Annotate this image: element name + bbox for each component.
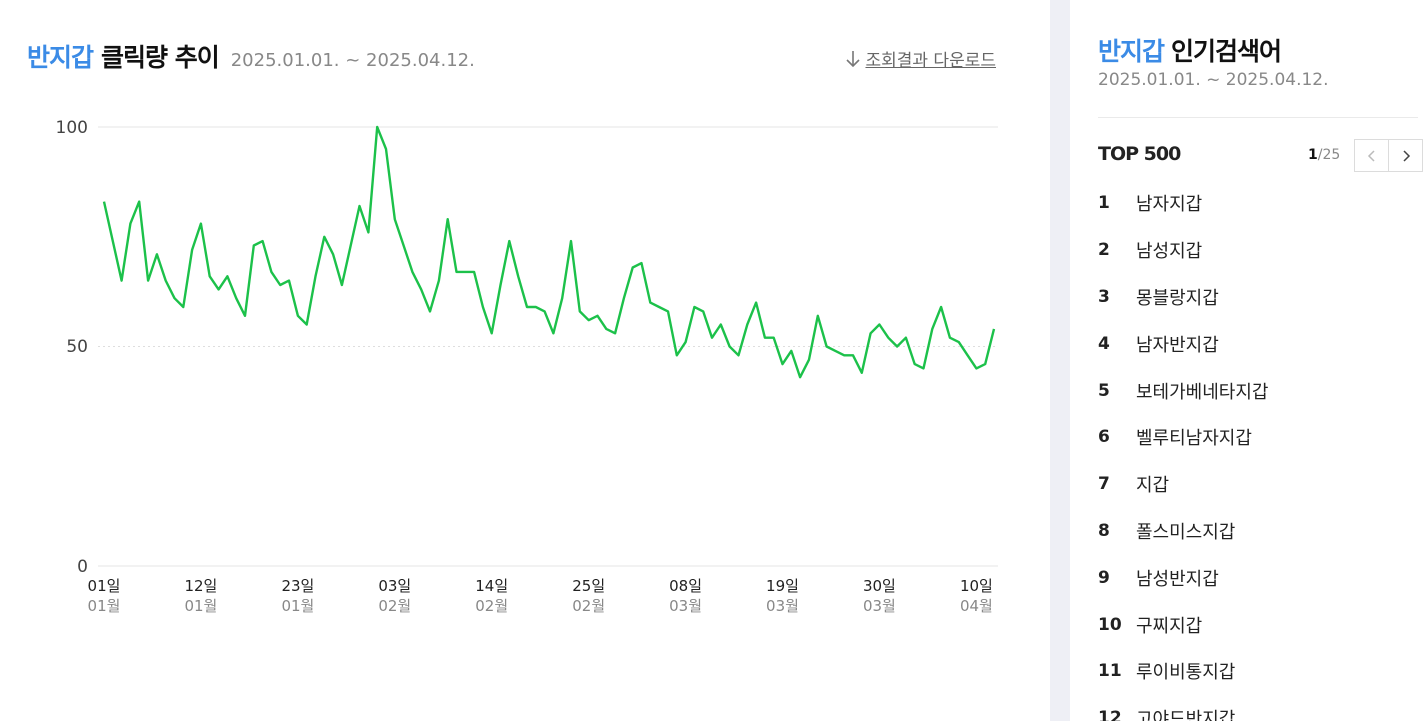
chart-title: 클릭량 추이 (101, 43, 220, 72)
ranking-item[interactable]: 4 남자반지갑 (1098, 320, 1268, 367)
y-tick-label: 50 (66, 337, 88, 357)
series-line (102, 125, 996, 379)
x-tick-month-label: 04월 (960, 597, 993, 615)
x-tick-day-label: 19일 (766, 577, 799, 595)
ranking-keyword: 반지갑 (1098, 37, 1165, 66)
rank-number: 6 (1098, 427, 1110, 448)
chart-keyword: 반지갑 (27, 43, 94, 72)
x-tick-day-label: 08일 (669, 577, 702, 595)
rank-number: 9 (1098, 567, 1110, 588)
x-tick-month-label: 03월 (669, 597, 702, 615)
x-tick-day-label: 10일 (960, 577, 993, 595)
rank-keyword[interactable]: 남성지갑 (1136, 241, 1203, 263)
ranking-item[interactable]: 10 구찌지갑 (1098, 601, 1268, 648)
ranking-item[interactable]: 7 지갑 (1098, 461, 1268, 508)
download-icon (846, 50, 861, 67)
rank-keyword[interactable]: 벨루티남자지갑 (1136, 428, 1252, 450)
chart-header: 반지갑 클릭량 추이 2025.01.01. ~ 2025.04.12. (27, 38, 475, 78)
ranking-item[interactable]: 5 보테가베네타지갑 (1098, 367, 1268, 414)
download-label: 조회결과 다운로드 (865, 51, 996, 71)
x-tick-day-label: 23일 (281, 577, 314, 595)
ranking-date-range: 2025.01.01. ~ 2025.04.12. (1098, 70, 1329, 90)
rank-number: 11 (1098, 661, 1122, 682)
prev-page-button[interactable] (1354, 139, 1389, 172)
click-trend-panel: 반지갑 클릭량 추이 2025.01.01. ~ 2025.04.12. 조회결… (27, 38, 998, 615)
rank-keyword[interactable]: 폴스미스지갑 (1136, 521, 1236, 543)
x-tick-month-label: 02월 (475, 597, 508, 615)
rank-number: 1 (1098, 193, 1110, 214)
line-chart: 100 50 0 01일 01월 12일 01월 23일 01월 03일 02월 14일 02월 2… (56, 118, 998, 615)
chevron-left-icon (1367, 149, 1375, 162)
panel-separator (1050, 0, 1070, 721)
ranking-header: 반지갑 인기검색어 (1098, 32, 1282, 68)
next-page-button[interactable] (1388, 139, 1423, 172)
x-tick-month-label: 01월 (184, 597, 217, 615)
page-total: /25 (1317, 147, 1341, 163)
x-tick-month-label: 02월 (572, 597, 605, 615)
rank-keyword[interactable]: 남자지갑 (1136, 194, 1203, 216)
rank-number: 5 (1098, 380, 1110, 401)
rank-keyword[interactable]: 보테가베네타지갑 (1136, 381, 1269, 403)
chevron-right-icon (1402, 149, 1410, 162)
rank-keyword[interactable]: 지갑 (1136, 475, 1170, 497)
rank-keyword[interactable]: 고야드반지갑 (1136, 709, 1236, 721)
x-tick-month-label: 01월 (281, 597, 314, 615)
x-tick-day-label: 25일 (572, 577, 605, 595)
ranking-item[interactable]: 3 몽블랑지갑 (1098, 274, 1268, 321)
rank-number: 7 (1098, 474, 1110, 495)
ranking-divider (1098, 117, 1418, 118)
chart-date-range: 2025.01.01. ~ 2025.04.12. (230, 50, 475, 71)
download-link[interactable]: 조회결과 다운로드 (845, 46, 996, 71)
page-indicator: 1/25 (1308, 147, 1340, 163)
x-tick-day-label: 12일 (184, 577, 217, 595)
rank-keyword[interactable]: 구찌지갑 (1136, 615, 1203, 637)
rank-keyword[interactable]: 남자반지갑 (1136, 334, 1219, 356)
ranking-title: 인기검색어 (1171, 37, 1282, 66)
ranking-item[interactable]: 11 루이비통지갑 (1098, 648, 1268, 695)
x-tick-day-label: 03일 (378, 577, 411, 595)
rank-number: 10 (1098, 614, 1122, 635)
rank-number: 2 (1098, 240, 1110, 261)
popular-keywords-panel: 반지갑 인기검색어 2025.01.01. ~ 2025.04.12. TOP … (1070, 0, 1428, 721)
rank-keyword[interactable]: 몽블랑지갑 (1136, 287, 1219, 309)
x-axis-ticks: 01일 01월 12일 01월 23일 01월 03일 02월 14일 02월 25일 02월 08일 0… (88, 577, 993, 615)
x-tick-day-label: 01일 (88, 577, 121, 595)
rank-number: 8 (1098, 520, 1110, 541)
rank-keyword[interactable]: 남성반지갑 (1136, 568, 1219, 590)
x-tick-day-label: 14일 (475, 577, 508, 595)
x-tick-month-label: 03월 (863, 597, 896, 615)
rank-number: 4 (1098, 333, 1110, 354)
y-tick-label: 0 (77, 557, 88, 577)
ranking-item[interactable]: 6 벨루티남자지갑 (1098, 414, 1268, 461)
top-label: TOP 500 (1098, 143, 1181, 165)
page-current: 1 (1308, 147, 1318, 163)
ranking-item[interactable]: 2 남성지갑 (1098, 227, 1268, 274)
ranking-item[interactable]: 8 폴스미스지갑 (1098, 508, 1268, 555)
x-tick-day-label: 30일 (863, 577, 896, 595)
rank-number: 12 (1098, 708, 1122, 721)
keyword-ranking-list: 1 남자지갑 2 남성지갑 3 몽블랑지갑 4 남자반지갑 5 보테가베네타지갑 6 벨루티… (1098, 180, 1268, 721)
rank-keyword[interactable]: 루이비통지갑 (1136, 662, 1236, 684)
rank-number: 3 (1098, 286, 1110, 307)
y-tick-label: 100 (56, 118, 88, 138)
ranking-item[interactable]: 1 남자지갑 (1098, 180, 1268, 227)
ranking-item[interactable]: 12 고야드반지갑 (1098, 695, 1268, 721)
x-tick-month-label: 01월 (88, 597, 121, 615)
ranking-item[interactable]: 9 남성반지갑 (1098, 554, 1268, 601)
x-tick-month-label: 02월 (378, 597, 411, 615)
x-tick-month-label: 03월 (766, 597, 799, 615)
